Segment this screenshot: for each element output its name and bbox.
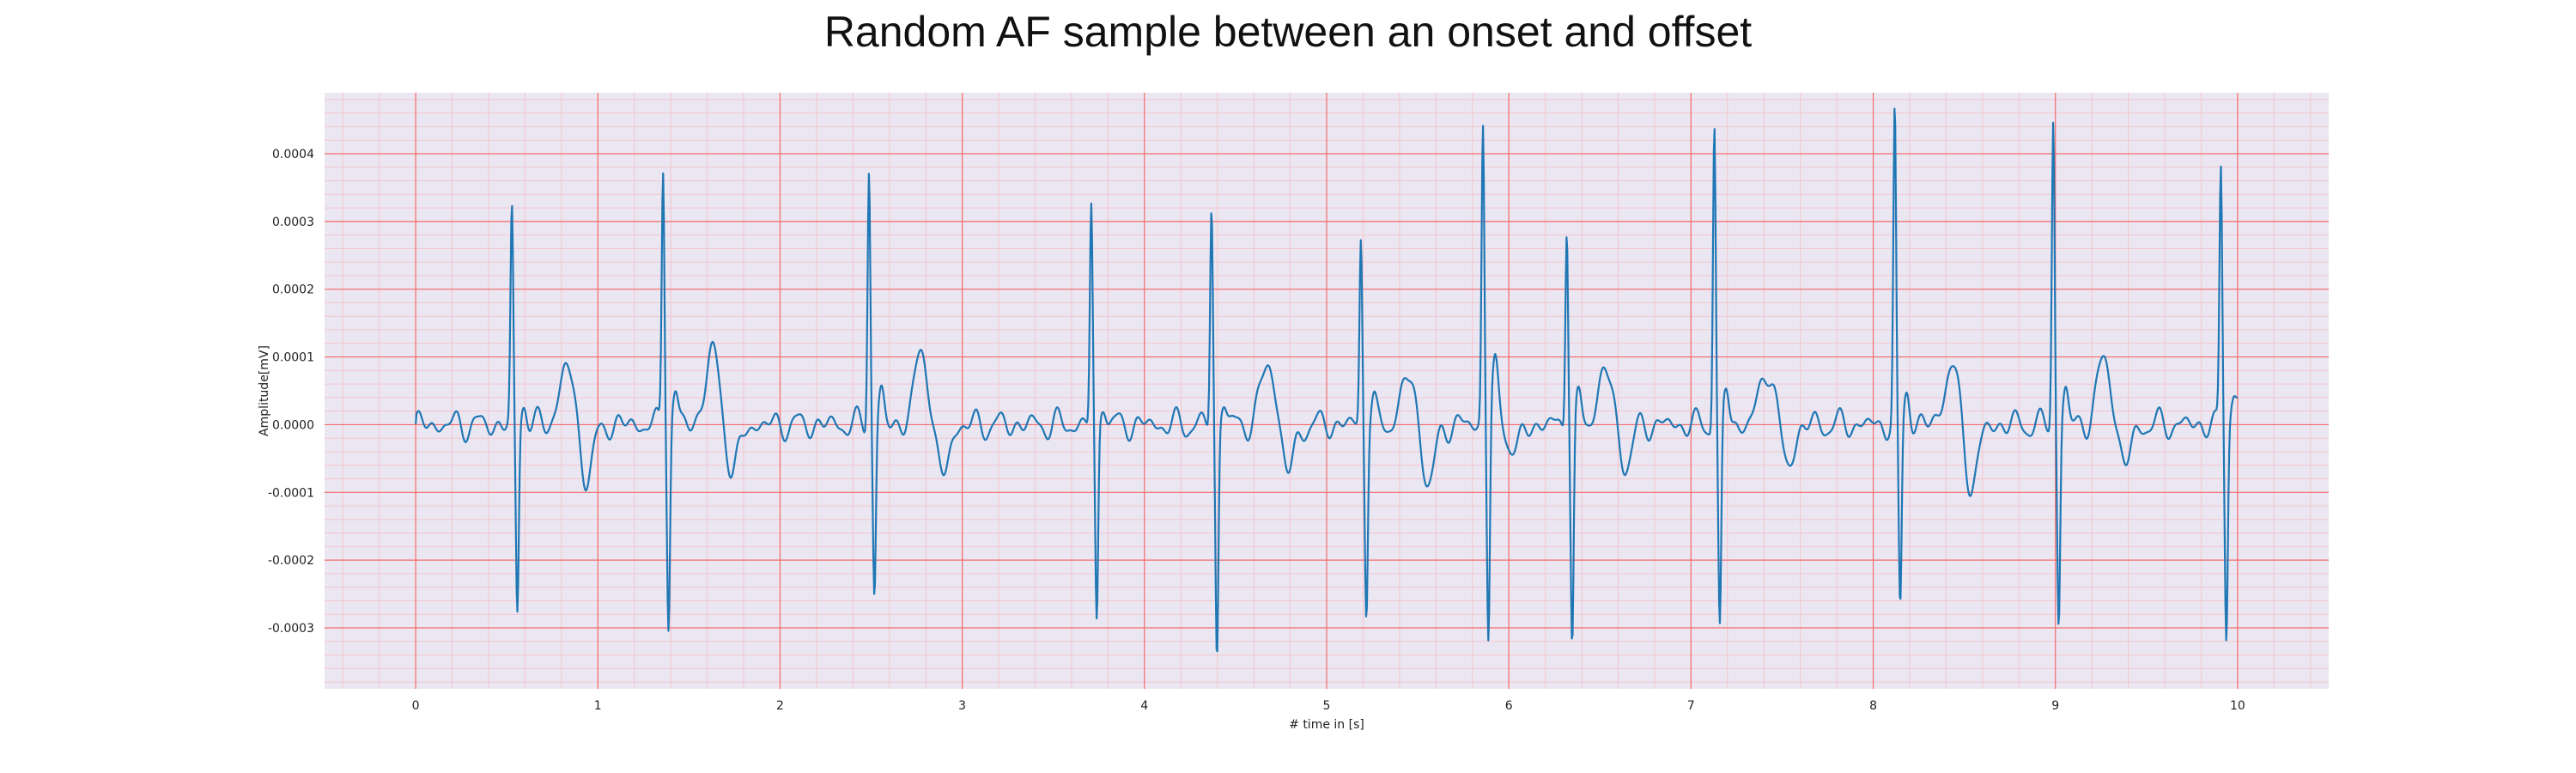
x-tick-label: 6 (1505, 699, 1513, 713)
x-tick-label: 8 (1869, 699, 1877, 713)
y-tick-label: -0.0003 (268, 622, 314, 636)
y-tick-labels: -0.0003 -0.0002 -0.0001 0.0000 0.0001 0.0002 0… (268, 148, 314, 636)
y-tick-label: 0.0001 (272, 351, 314, 365)
x-tick-label: 5 (1323, 699, 1331, 713)
x-tick-label: 0 (412, 699, 420, 713)
x-tick-label: 4 (1140, 699, 1148, 713)
x-tick-label: 10 (2230, 699, 2245, 713)
x-tick-label: 2 (776, 699, 784, 713)
y-tick-label: 0.0000 (272, 418, 314, 432)
x-tick-label: 9 (2051, 699, 2059, 713)
chart-title: Random AF sample between an onset and of… (823, 8, 1753, 56)
y-tick-label: 0.0004 (272, 148, 314, 161)
x-tick-label: 3 (958, 699, 966, 713)
series-layer (414, 107, 2239, 653)
major-grid (325, 93, 2329, 689)
y-tick-label: 0.0003 (272, 216, 314, 229)
y-tick-label: 0.0002 (272, 283, 314, 297)
x-tick-labels: 0 1 2 3 4 5 6 7 8 9 10 (412, 699, 2245, 713)
x-tick-label: 1 (594, 699, 602, 713)
y-tick-label: -0.0001 (268, 486, 314, 500)
y-tick-label: -0.0002 (268, 554, 314, 568)
x-axis-label: # time in [s] (1289, 718, 1364, 732)
x-tick-label: 7 (1687, 699, 1695, 713)
ecg-series-line (414, 107, 2239, 653)
y-axis-label: Amplitude[mV] (258, 345, 271, 436)
